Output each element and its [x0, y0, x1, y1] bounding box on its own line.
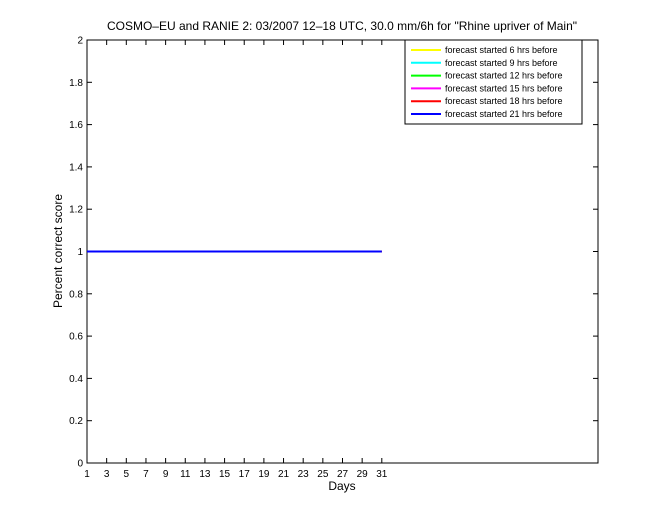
x-tick-label: 17 — [239, 469, 251, 480]
legend-entry: forecast started 12 hrs before — [445, 71, 563, 81]
legend-entry: forecast started 15 hrs before — [445, 83, 563, 93]
y-tick-label: 0 — [77, 459, 83, 470]
chart-title: COSMO–EU and RANIE 2: 03/2007 12–18 UTC,… — [107, 19, 577, 33]
y-tick-label: 0.4 — [69, 374, 83, 385]
y-tick-label: 0.8 — [69, 289, 83, 300]
x-tick-label: 31 — [376, 469, 388, 480]
y-tick-label: 1.8 — [69, 78, 83, 89]
x-tick-label: 9 — [163, 469, 169, 480]
x-axis-label: Days — [328, 479, 355, 493]
y-tick-label: 0.6 — [69, 332, 83, 343]
x-tick-label: 29 — [357, 469, 369, 480]
legend-box — [404, 39, 583, 125]
legend-entry: forecast started 6 hrs before — [445, 45, 558, 55]
y-tick-label: 2 — [77, 36, 83, 47]
y-tick-label: 1.6 — [69, 120, 83, 131]
y-axis: 0 0.2 0.4 0.6 0.8 1 1.2 1.4 1.6 1.8 2 — [69, 36, 598, 470]
y-tick-label: 0.2 — [69, 416, 83, 427]
legend: forecast started 6 hrs before forecast st… — [404, 39, 583, 125]
x-tick-label: 23 — [298, 469, 310, 480]
legend-entry: forecast started 9 hrs before — [445, 58, 558, 68]
x-tick-label: 27 — [337, 469, 349, 480]
x-tick-label: 13 — [199, 469, 211, 480]
x-tick-label: 25 — [317, 469, 329, 480]
x-axis: 1 3 5 7 9 11 13 15 17 19 21 23 25 27 29 31 — [84, 40, 388, 480]
y-axis-label: Percent correct score — [51, 194, 65, 308]
y-tick-label: 1.4 — [69, 162, 83, 173]
y-tick-label: 1.2 — [69, 205, 83, 216]
x-tick-label: 19 — [258, 469, 270, 480]
x-tick-label: 15 — [219, 469, 231, 480]
x-tick-label: 5 — [124, 469, 130, 480]
x-tick-label: 1 — [84, 469, 90, 480]
x-tick-label: 3 — [104, 469, 110, 480]
x-tick-label: 7 — [143, 469, 149, 480]
legend-entry: forecast started 21 hrs before — [445, 109, 563, 119]
x-tick-label: 21 — [278, 469, 290, 480]
legend-entry: forecast started 18 hrs before — [445, 96, 563, 106]
y-tick-label: 1 — [77, 247, 83, 258]
x-tick-label: 11 — [180, 469, 191, 480]
